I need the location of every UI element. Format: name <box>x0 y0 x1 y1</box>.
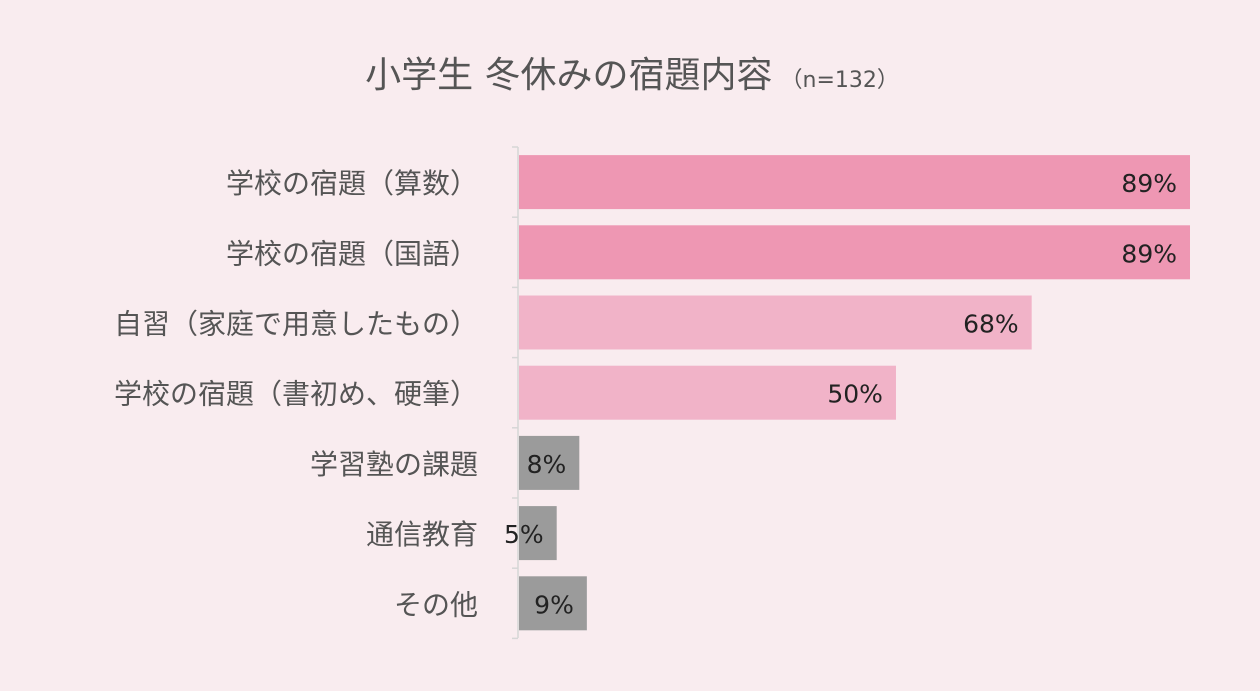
bar-tsushin <box>519 506 557 561</box>
value-label-kokugo: 89% <box>1121 239 1177 268</box>
chart-title-main: 小学生 冬休みの宿題内容 <box>365 55 772 96</box>
category-label-kakizome: 学校の宿題（書初め、硬筆） <box>114 378 478 411</box>
category-label-jishu: 自習（家庭で用意したもの） <box>114 308 478 341</box>
chart-title: 小学生 冬休みの宿題内容 （n=132） <box>365 55 899 96</box>
bar-juku <box>519 435 580 490</box>
bar-jishu <box>519 295 1032 350</box>
bar-sansu <box>519 155 1190 210</box>
value-label-kakizome: 50% <box>827 380 883 409</box>
chart-title-sample-size: （n=132） <box>781 68 899 93</box>
value-label-juku: 8% <box>527 450 567 479</box>
bar-kokugo <box>519 225 1190 280</box>
value-label-tsushin: 5% <box>504 520 544 549</box>
category-label-kokugo: 学校の宿題（国語） <box>226 237 478 270</box>
plot-area: 学校の宿題（算数） 89% 学校の宿題（国語） 89% 自習（家庭で用意したもの） 68%… <box>114 146 1190 640</box>
bar-kakizome <box>519 365 896 420</box>
category-label-sansu: 学校の宿題（算数） <box>226 167 478 200</box>
category-label-juku: 学習塾の課題 <box>310 448 478 481</box>
value-label-sonota: 9% <box>534 590 574 619</box>
category-label-tsushin: 通信教育 <box>366 518 478 551</box>
value-label-jishu: 68% <box>963 310 1019 339</box>
category-label-sonota: その他 <box>394 588 478 621</box>
bar-sonota <box>519 576 587 631</box>
value-label-sansu: 89% <box>1121 169 1177 198</box>
